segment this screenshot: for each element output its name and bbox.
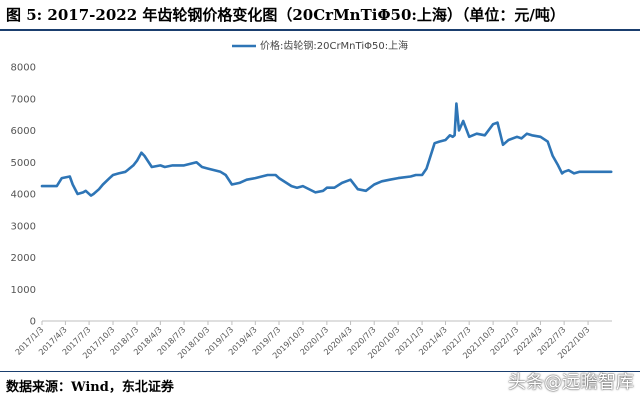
title-rule <box>0 29 640 31</box>
legend-series-label: 价格:齿轮钢:20CrMnTiΦ50:上海 <box>260 39 408 52</box>
bottom-rule <box>0 371 640 372</box>
y-tick-label: 5000 <box>11 158 36 169</box>
y-tick-label: 0 <box>30 317 36 328</box>
y-tick-label: 3000 <box>11 221 36 232</box>
source-note: 数据来源：Wind，东北证券 <box>6 380 174 395</box>
y-tick-label: 6000 <box>11 126 36 137</box>
legend: 价格:齿轮钢:20CrMnTiΦ50:上海 <box>232 39 408 52</box>
price-line-chart: 价格:齿轮钢:20CrMnTiΦ50:上海 0 1000 2000 3000 4000 5… <box>11 39 613 360</box>
watermark: 头条@远瞻智库 <box>508 372 634 393</box>
series-layer <box>40 102 613 197</box>
y-tick-label: 8000 <box>11 63 36 74</box>
figure-title: 图 5: 2017-2022 年齿轮钢价格变化图（20CrMnTiΦ50:上海）… <box>6 6 565 24</box>
y-tick-label: 4000 <box>11 190 36 201</box>
y-tick-label: 2000 <box>11 253 36 264</box>
y-axis: 0 1000 2000 3000 4000 5000 6000 7000 8000 <box>11 63 36 328</box>
y-tick-label: 7000 <box>11 94 36 105</box>
series-line <box>40 102 613 197</box>
y-tick-label: 1000 <box>11 285 36 296</box>
x-axis: 2017/1/32017/4/32017/7/32017/10/32018/1/… <box>14 320 612 360</box>
